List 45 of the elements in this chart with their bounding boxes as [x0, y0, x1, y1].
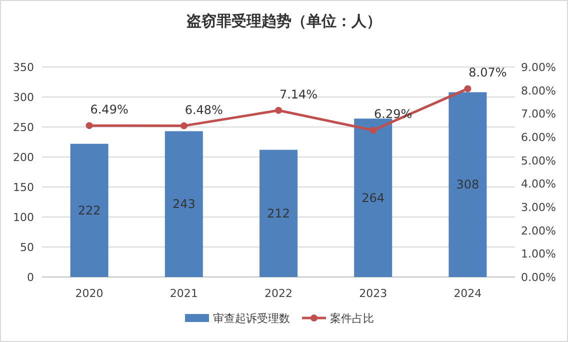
legend-label: 审查起诉受理数: [213, 312, 290, 325]
y-tick-label: 200: [13, 151, 34, 164]
data-label: 212: [267, 206, 290, 220]
bar: [70, 144, 108, 277]
data-label: 6.49%: [90, 102, 128, 117]
bar: [448, 92, 487, 277]
y-tick-label: 150: [13, 181, 34, 194]
x-tick-label: 2022: [264, 287, 292, 300]
y2-tick-label: 1.00%: [521, 248, 556, 261]
y2-tick-label: 9.00%: [521, 61, 556, 74]
x-tick-label: 2020: [75, 287, 104, 300]
point: [275, 106, 282, 114]
data-label: 6.48%: [184, 102, 223, 117]
y2-tick-label: 4.00%: [521, 178, 556, 191]
y2-tick-label: 6.00%: [521, 131, 556, 144]
y-tick-label: 50: [20, 241, 34, 254]
data-label: 7.14%: [279, 87, 318, 102]
y-tick-label: 350: [13, 61, 34, 74]
y-tick-label: 250: [13, 121, 34, 134]
y2-tick-label: 3.00%: [521, 201, 556, 214]
y2-tick-label: 2.00%: [521, 224, 556, 238]
data-label: 8.07%: [468, 66, 507, 80]
bar: [354, 118, 392, 277]
x-tick-label: 2021: [170, 287, 198, 300]
data-label: 264: [362, 190, 385, 205]
y-tick-label: 0: [27, 271, 34, 284]
point: [464, 85, 472, 92]
bar: [164, 131, 203, 277]
x-tick-label: 2023: [359, 287, 388, 300]
y2-tick-label: 8.00%: [521, 84, 556, 98]
y2-tick-label: 5.00%: [521, 154, 556, 168]
legend-label: 案件占比: [330, 312, 374, 325]
point: [180, 122, 188, 130]
y2-tick-label: 0.00%: [521, 271, 556, 284]
y-tick-label: 300: [13, 91, 34, 104]
point: [370, 126, 377, 134]
y-tick-label: 100: [13, 211, 34, 224]
x-tick-label: 2024: [454, 287, 482, 300]
data-label: 308: [456, 178, 480, 192]
chart-title: 盗窃罪受理趋势（单位：人）: [186, 12, 382, 30]
bar: [260, 150, 298, 277]
point: [86, 122, 93, 130]
y2-tick-label: 7.00%: [521, 108, 556, 121]
data-label: 222: [78, 203, 101, 218]
data-label: 243: [172, 197, 196, 212]
